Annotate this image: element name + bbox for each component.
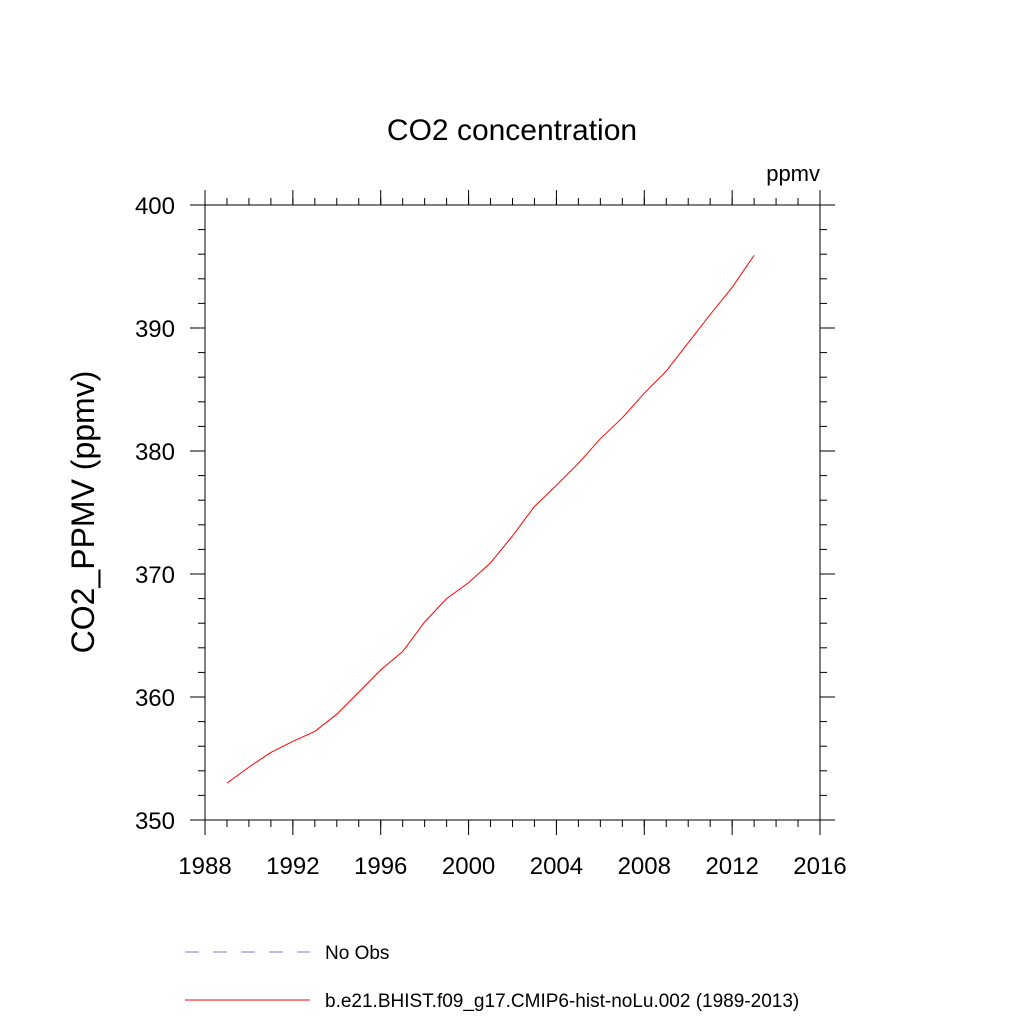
x-tick-label: 2000: [442, 853, 495, 880]
x-tick-label: 2012: [705, 853, 758, 880]
y-tick-label: 350: [135, 808, 175, 835]
series-layer: [226, 255, 755, 784]
y-tick-label: 380: [135, 439, 175, 466]
y-tick-label: 400: [135, 193, 175, 220]
legend: No Obs b.e21.BHIST.f09_g17.CMIP6-hist-noL…: [185, 943, 799, 1012]
y-tick-label: 370: [135, 562, 175, 589]
plot-frame: [204, 204, 821, 821]
y-tick-label: 360: [135, 685, 175, 712]
units-label: ppmv: [766, 161, 820, 186]
x-tick-label: 2004: [530, 853, 583, 880]
x-tick-label: 1988: [178, 853, 231, 880]
x-tick-label: 1992: [266, 853, 319, 880]
series-line-1: [226, 255, 755, 784]
legend-label-1: b.e21.BHIST.f09_g17.CMIP6-hist-noLu.002 …: [325, 991, 799, 1012]
legend-label-0: No Obs: [325, 943, 389, 964]
x-tick-label: 2008: [618, 853, 671, 880]
axis-ticks: 1988 1992 1996 2000 2004 2008 2012 2016 350 360 37…: [135, 190, 847, 880]
y-tick-label: 390: [135, 316, 175, 343]
x-tick-label: 1996: [354, 853, 407, 880]
x-tick-label: 2016: [793, 853, 846, 880]
chart-title: CO2 concentration: [387, 114, 637, 147]
y-axis-label: CO2_PPMV (ppmv): [65, 371, 101, 654]
